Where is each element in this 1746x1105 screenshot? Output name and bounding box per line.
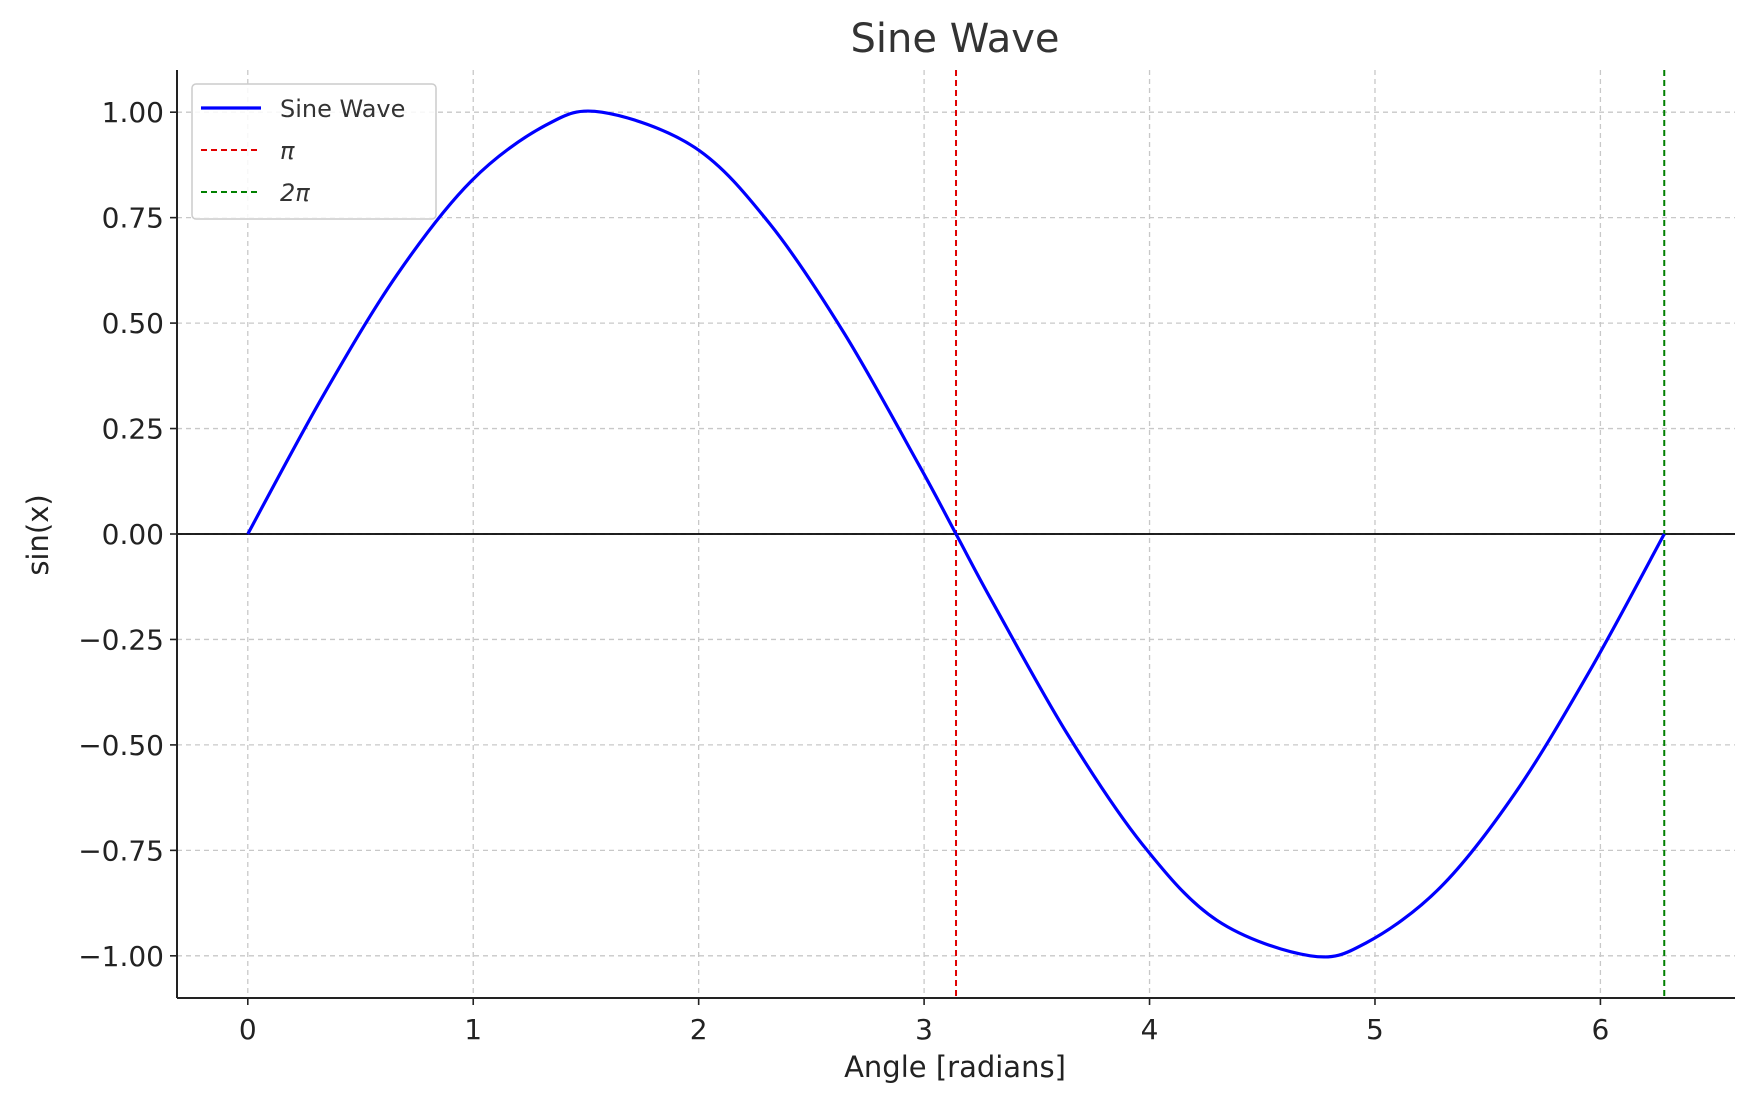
legend-entries: Sine Wave π 2π bbox=[201, 95, 405, 207]
tick-layer: 0 1 2 3 4 5 6 1.00 0.75 0.50 0.25 0.00 −0.25 −0.50 −0.… bbox=[78, 96, 1609, 1046]
series-layer bbox=[246, 109, 1666, 959]
y-tick-label-0: 1.00 bbox=[102, 96, 164, 129]
y-tick-label-4: 0.00 bbox=[102, 518, 164, 551]
y-tick-label-8: −1.00 bbox=[78, 940, 164, 973]
legend-label-0: Sine Wave bbox=[280, 95, 405, 123]
legend-box bbox=[191, 83, 437, 220]
x-tick-label-5: 5 bbox=[1366, 1013, 1384, 1046]
y-tick-label-2: 0.50 bbox=[102, 307, 164, 340]
series-line-0 bbox=[246, 109, 1666, 959]
x-tick-label-6: 6 bbox=[1591, 1013, 1609, 1046]
y-tick-label-3: 0.25 bbox=[102, 413, 164, 446]
legend-label-2: 2π bbox=[280, 179, 310, 207]
x-tick-label-0: 0 bbox=[239, 1013, 257, 1046]
x-tick-label-3: 3 bbox=[915, 1013, 933, 1046]
x-axis-label: Angle [radians] bbox=[844, 1050, 1066, 1084]
y-tick-label-5: −0.25 bbox=[78, 623, 164, 656]
x-tick-label-2: 2 bbox=[690, 1013, 708, 1046]
y-tick-label-7: −0.75 bbox=[78, 834, 164, 867]
chart-title: Sine Wave bbox=[851, 16, 1060, 62]
y-tick-label-6: −0.50 bbox=[78, 729, 164, 762]
y-tick-label-1: 0.75 bbox=[102, 202, 164, 235]
y-axis-label: sin(x) bbox=[21, 494, 55, 575]
x-tick-label-4: 4 bbox=[1141, 1013, 1159, 1046]
legend: Sine Wave π 2π bbox=[191, 83, 437, 220]
legend-label-1: π bbox=[280, 137, 295, 165]
x-tick-label-1: 1 bbox=[464, 1013, 482, 1046]
